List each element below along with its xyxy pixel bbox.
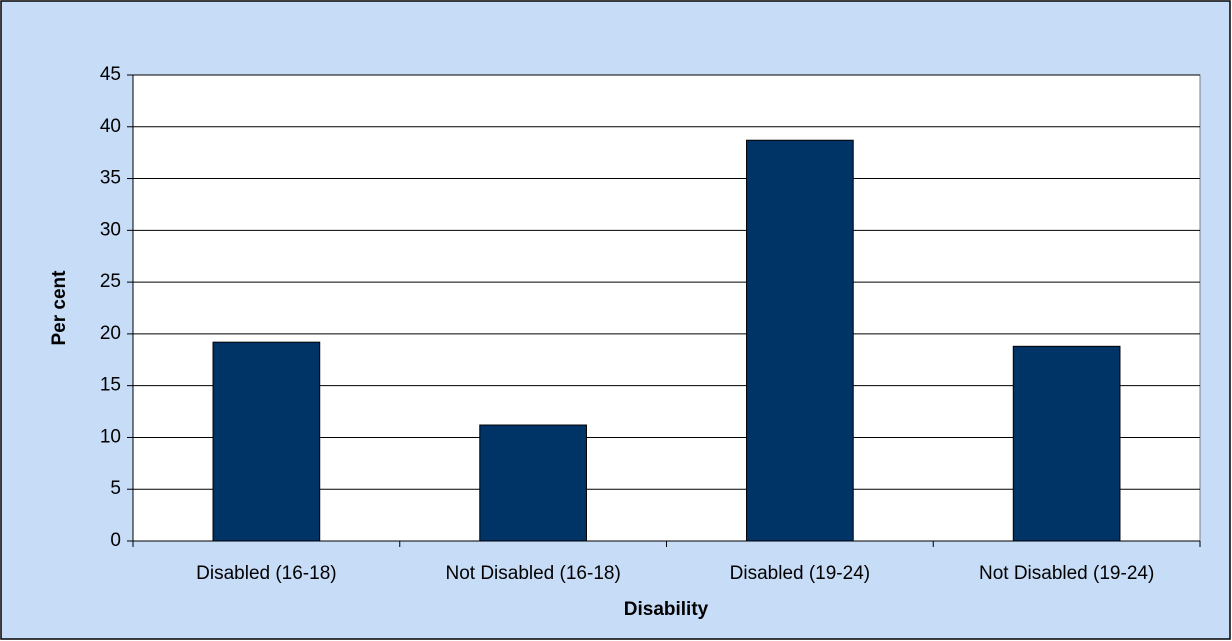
y-tick-label: 40 [100, 116, 121, 137]
y-tick-label: 5 [110, 478, 121, 499]
y-tick-label: 30 [100, 219, 121, 240]
x-tick-label: Not Disabled (19-24) [979, 563, 1154, 584]
y-tick-label: 0 [110, 530, 121, 551]
x-tick-label: Disabled (19-24) [730, 563, 870, 584]
bar [746, 139, 854, 542]
y-tick-label: 15 [100, 375, 121, 396]
bar [212, 341, 321, 542]
y-axis-title: Per cent [49, 270, 70, 346]
x-tick-label: Disabled (16-18) [196, 563, 336, 584]
bar [479, 424, 587, 542]
y-tick-label: 35 [100, 168, 121, 189]
y-tick-label: 45 [100, 64, 121, 85]
y-tick-label: 20 [100, 323, 121, 344]
x-tick-label: Not Disabled (16-18) [445, 563, 620, 584]
x-axis-title: Disability [624, 599, 709, 620]
y-tick-label: 25 [100, 271, 121, 292]
y-tick-label: 10 [100, 426, 121, 447]
bar [1012, 345, 1121, 542]
